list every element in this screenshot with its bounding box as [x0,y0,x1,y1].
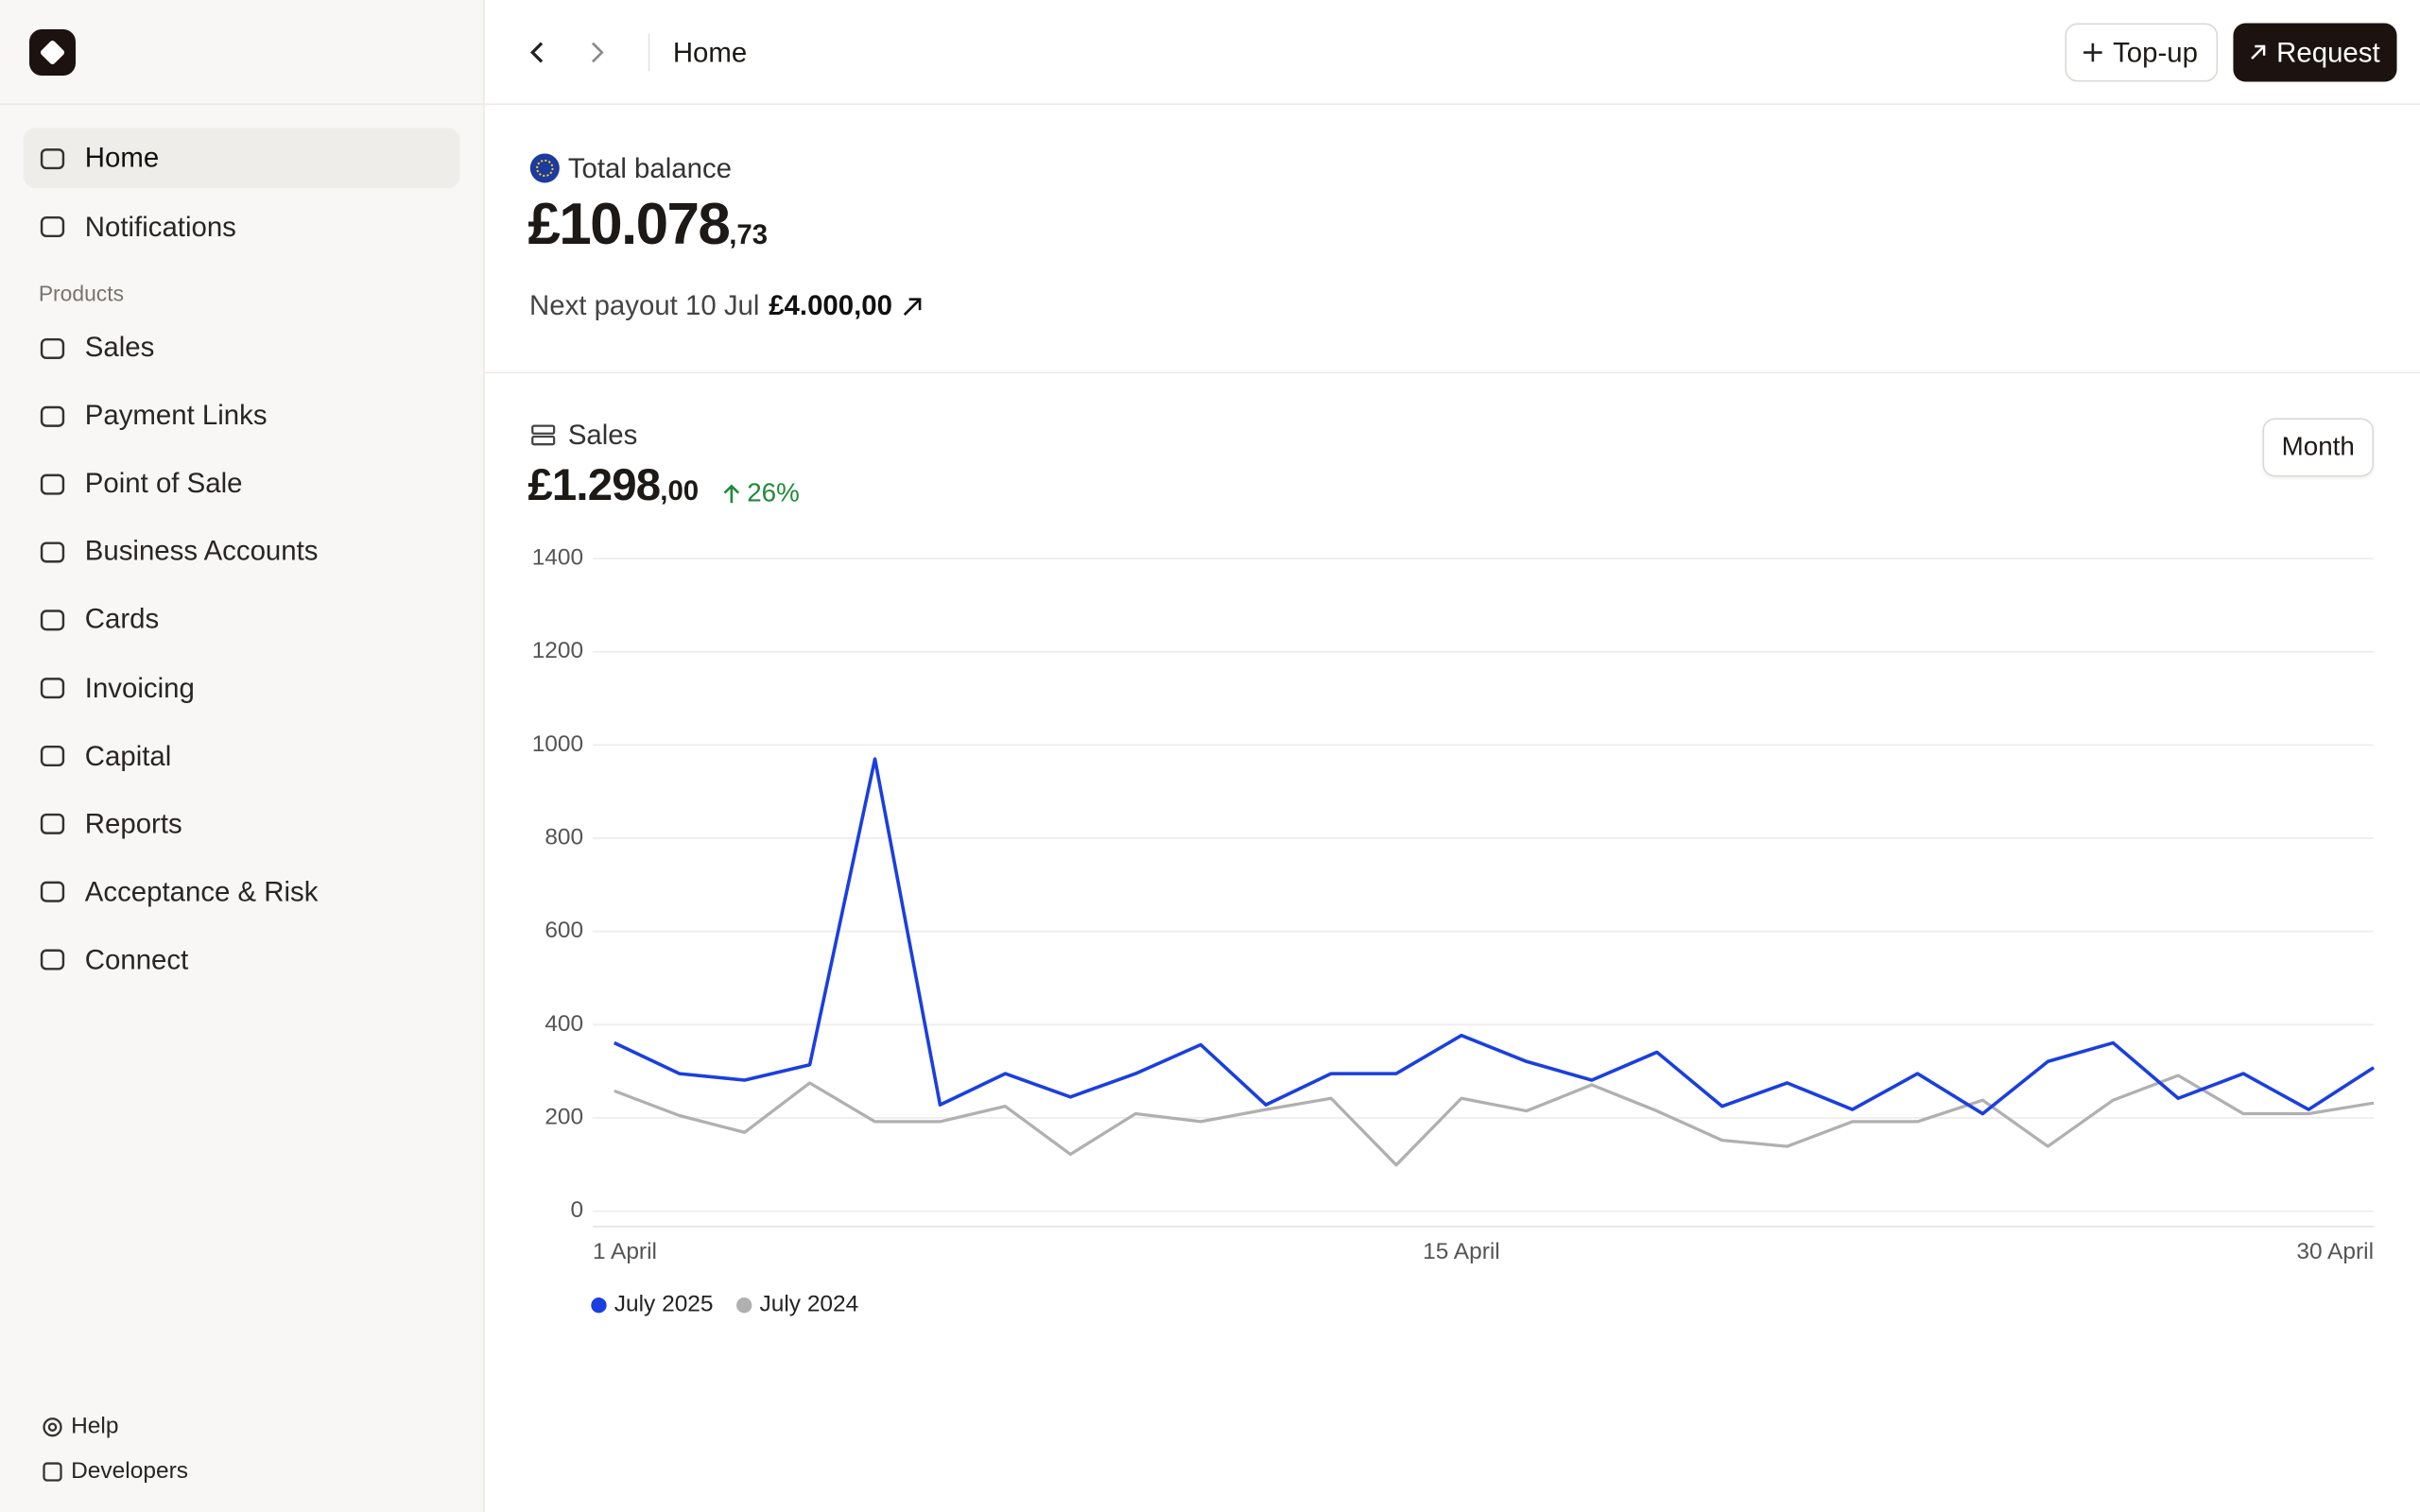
label: Notifications [84,210,236,242]
eu-flag [529,153,560,183]
y-tick-label: 1000 [532,731,583,757]
label: Top-up [2113,36,2198,68]
up-arrow [723,484,740,504]
series-line [614,757,2375,1116]
developers-link[interactable]: Developers [42,1458,188,1485]
label: Acceptance & Risk [84,876,319,907]
nav-item[interactable]: Acceptance & Risk [23,862,459,922]
period-select[interactable]: Month [2262,418,2375,477]
label: Invoicing [84,672,195,703]
icon [40,814,65,835]
y-tick-label: 800 [544,824,583,850]
icon [43,1417,62,1436]
sales-label: Sales [567,420,638,451]
label: Connect [84,944,189,975]
label: Payment Links [84,400,268,431]
change: 26% [747,478,800,508]
history-arrows[interactable] [525,39,617,66]
legend-label: July 2025 [614,1292,714,1317]
label: Business Accounts [84,536,319,567]
label: Sales [84,332,155,363]
nav-item[interactable]: Capital [23,726,459,786]
sales-change: 26% [722,478,800,509]
icon [40,147,65,169]
icon [40,541,65,563]
amount: £1.298 [527,461,661,511]
nav-item[interactable]: Cards [23,590,459,650]
y-tick-label: 600 [544,918,583,943]
topup-button[interactable]: Top-up [2065,23,2219,82]
icon [40,882,65,903]
request-button[interactable]: Request [2233,23,2397,82]
divider [0,103,484,106]
icon [40,678,65,699]
help-link[interactable]: Help [42,1413,119,1440]
icon [40,337,65,359]
x-tick-label: 30 April [2296,1239,2374,1264]
label: Home [84,142,160,173]
payout-amount: £4.000,00 [769,289,892,321]
icon [2251,44,2266,60]
breadcrumb: Home [672,37,748,68]
icon [40,950,65,971]
balance-panel [484,105,2420,374]
y-tick-label: 0 [571,1197,584,1223]
icon [2083,43,2102,62]
icon [40,746,65,767]
y-tick-label: 400 [544,1011,583,1037]
payout[interactable]: Next payout 10 Jul £4.000,00 [529,290,924,322]
legend-swatch [736,1297,752,1314]
legend-swatch [591,1297,607,1314]
icon [40,610,65,631]
icon [40,473,65,495]
y-tick-label: 200 [544,1104,583,1129]
amount: £10.078 [527,193,730,258]
nav-item[interactable]: Notifications [23,197,459,257]
icon [40,215,65,238]
nav-item[interactable]: Home [23,128,460,189]
label: Point of Sale [84,467,243,499]
x-tick-label: 15 April [1423,1239,1500,1264]
sales-amount: £1.298,00 [527,461,699,512]
label: Request [2276,36,2380,68]
nav-item[interactable]: Sales [23,318,459,378]
payout-label: Next payout 10 Jul [529,289,760,321]
icon [43,1461,62,1481]
x-tick-label: 1 April [593,1239,657,1264]
logo[interactable] [29,29,76,76]
icon [40,405,65,427]
balance-label: Total balance [567,152,733,184]
nav-item[interactable]: Payment Links [23,386,459,446]
decimals: ,73 [729,218,769,250]
label: Developers [71,1457,188,1485]
label: Reports [84,807,182,839]
nav-item[interactable]: Business Accounts [23,522,459,582]
section-label: Products [38,281,125,306]
y-tick-label: 1200 [532,638,583,663]
sales-icon [531,424,556,446]
nav-item[interactable]: Invoicing [23,658,459,718]
sidebar: Home Notifications Sales Payment Links Point… [0,0,485,1512]
nav-item[interactable]: Connect [23,930,459,990]
topbar [484,0,2420,106]
divider [648,33,650,72]
legend-label: July 2024 [760,1292,859,1317]
label: Help [71,1413,119,1440]
y-tick-label: 1400 [532,544,583,570]
series-line [614,1074,2375,1167]
nav-item[interactable]: Reports [23,794,459,854]
nav-item[interactable]: Point of Sale [23,454,459,514]
balance-amount: £10.078,73 [527,193,768,259]
label: Capital [84,740,172,771]
label: Cards [84,604,160,635]
icon [904,297,922,316]
decimals: ,00 [660,474,700,507]
